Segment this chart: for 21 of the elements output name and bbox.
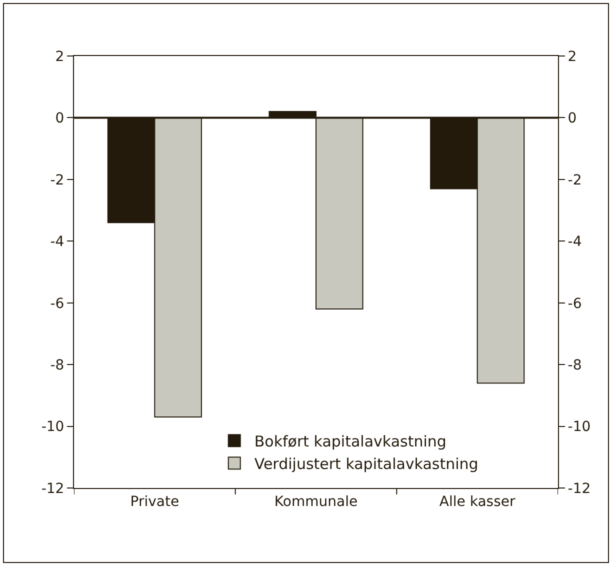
y2-tick-label: -8 — [568, 357, 582, 374]
y-tick-label: -6 — [50, 296, 64, 312]
y2-tick-label: -12 — [568, 480, 591, 497]
x-tick-label: Alle kasser — [439, 494, 516, 510]
y2-tick-label: -6 — [568, 296, 582, 312]
x-tick-label: Private — [130, 494, 180, 510]
y-tick-label: -12 — [41, 480, 64, 497]
y2-tick-label: -10 — [568, 419, 591, 436]
y-tick-label: -4 — [50, 234, 64, 250]
y2-tick-label: 0 — [568, 110, 577, 127]
legend-label: Verdijustert kapitalavkastning — [254, 454, 478, 473]
legend-label: Bokført kapitalavkastning — [254, 432, 446, 450]
y-tick-label: -10 — [41, 419, 64, 436]
y2-tick-label: -4 — [568, 234, 582, 250]
y2-tick-label: 2 — [568, 48, 577, 65]
y-tick-label: 0 — [55, 110, 64, 127]
y-tick-label: -8 — [50, 357, 64, 374]
y-tick-label: 2 — [55, 48, 64, 65]
y2-tick-label: -2 — [568, 172, 582, 188]
x-tick-label: Kommunale — [274, 494, 358, 510]
y-tick-label: -2 — [50, 172, 64, 188]
